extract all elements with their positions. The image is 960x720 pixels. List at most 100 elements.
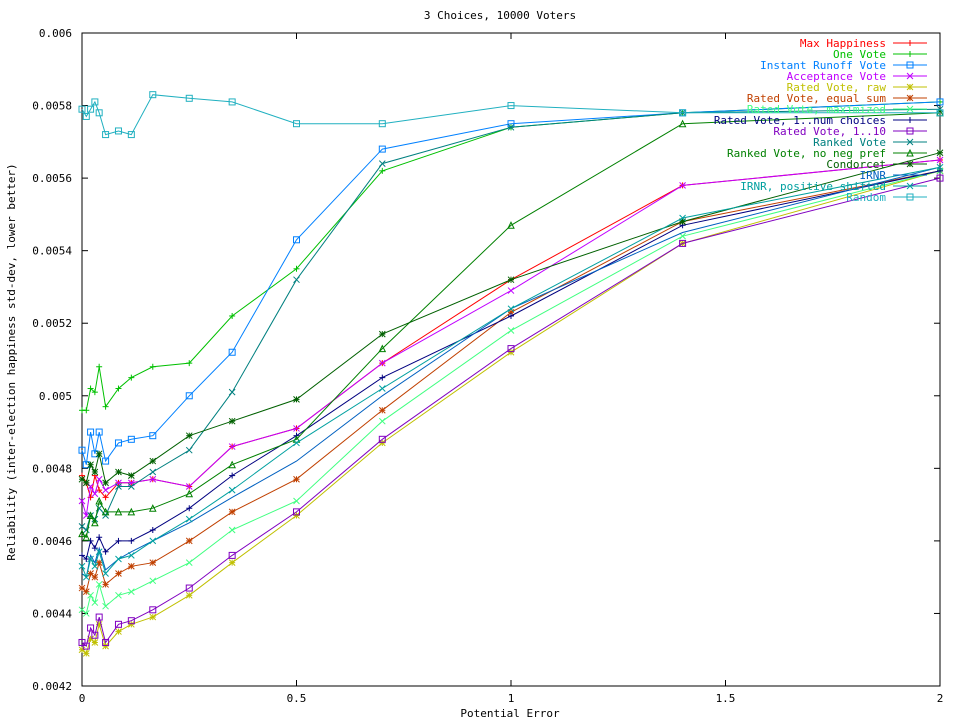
data-point [378, 344, 387, 353]
data-point [149, 457, 157, 465]
series-line [81, 152, 941, 484]
data-point [149, 577, 157, 585]
x-tick-label: 1 [508, 692, 515, 705]
data-point [82, 112, 90, 120]
data-point [185, 584, 193, 592]
legend-item: Rated Vote, equal sum [747, 92, 927, 105]
data-point [507, 221, 515, 229]
y-tick-label: 0.006 [39, 27, 72, 40]
legend-label: IRNR, positive shifted [740, 180, 886, 193]
data-point [378, 435, 386, 443]
series-line [82, 101, 941, 411]
data-point [228, 551, 236, 559]
data-point [91, 631, 99, 639]
y-tick-label: 0.005 [39, 390, 72, 403]
data-point [228, 559, 236, 567]
data-point [507, 102, 515, 110]
data-point [95, 475, 103, 483]
data-point [96, 363, 103, 370]
legend-label: Instant Runoff Vote [760, 59, 886, 72]
data-point [149, 91, 157, 99]
data-point [936, 149, 944, 157]
data-point [102, 602, 109, 610]
series-line [81, 166, 941, 579]
data-point [507, 345, 515, 353]
data-point [78, 562, 86, 570]
data-point [96, 487, 103, 494]
data-point [186, 505, 193, 512]
data-point [87, 591, 94, 599]
data-point [87, 428, 95, 436]
data-point [83, 556, 90, 563]
legend-label: One Vote [833, 48, 886, 61]
data-point [149, 432, 157, 440]
data-point [907, 40, 913, 46]
data-point [102, 581, 109, 588]
data-point [102, 570, 109, 577]
data-point [508, 312, 514, 319]
axes: 0.0042 0.0044 0.0046 0.0048 0.005 0.0052 0.005… [32, 27, 943, 705]
x-tick-label: 0 [79, 692, 86, 705]
data-point [149, 537, 157, 545]
data-point [78, 497, 86, 505]
data-point [185, 489, 194, 498]
data-point [936, 98, 944, 106]
data-point [293, 497, 300, 505]
data-point [906, 148, 914, 157]
y-tick-label: 0.0054 [32, 245, 72, 258]
data-point [95, 613, 103, 621]
data-point [91, 490, 99, 498]
data-point [87, 461, 94, 469]
x-axis-label: Potential Error [460, 707, 560, 720]
data-point [906, 138, 914, 146]
data-point [95, 548, 103, 556]
data-point [115, 591, 122, 599]
data-point [87, 624, 95, 632]
legend-label: Rated Vote, maximized [747, 103, 886, 116]
data-point [507, 327, 515, 334]
data-point [378, 359, 386, 367]
data-point [149, 363, 156, 370]
data-point [149, 559, 157, 567]
data-point [96, 534, 103, 541]
data-point [114, 439, 122, 447]
series-0 [79, 156, 943, 501]
data-point [115, 555, 122, 563]
y-tick-label: 0.0046 [32, 535, 72, 548]
data-point [906, 105, 914, 113]
series-13 [78, 163, 944, 581]
data-point [906, 193, 914, 201]
data-point [228, 443, 236, 450]
data-point [229, 472, 236, 479]
data-point [87, 385, 94, 392]
data-point [379, 167, 386, 174]
legend-item: Max Happiness [800, 37, 927, 50]
data-point [679, 182, 686, 189]
legend-item: Rated Vote, 1..num choices [714, 114, 927, 127]
legend-item: IRNR, positive shifted [740, 180, 927, 193]
legend-label: Ranked Vote [813, 136, 886, 149]
legend-label: Max Happiness [800, 37, 886, 50]
data-point [87, 105, 95, 113]
data-point [378, 385, 386, 392]
data-point [293, 439, 300, 447]
data-point [127, 617, 135, 625]
data-point [78, 105, 86, 113]
data-point [293, 475, 300, 483]
y-tick-label: 0.0044 [32, 607, 72, 620]
data-point [936, 156, 944, 164]
data-point [906, 72, 914, 80]
data-point [114, 127, 122, 135]
legend-item: Rated Vote, 1..10 [773, 125, 927, 138]
data-point [102, 131, 110, 139]
legend-label: Rated Vote, 1..10 [773, 125, 886, 138]
y-tick-label: 0.0048 [32, 462, 72, 475]
data-point [507, 287, 515, 294]
data-point [91, 573, 99, 581]
data-point [149, 527, 156, 534]
series-7 [79, 167, 943, 563]
data-point [378, 439, 386, 447]
data-point [102, 486, 109, 494]
